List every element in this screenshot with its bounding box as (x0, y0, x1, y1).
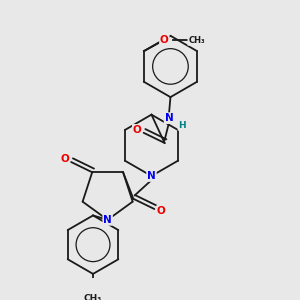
Text: N: N (103, 215, 112, 225)
Text: CH₃: CH₃ (188, 36, 205, 45)
Text: CH₃: CH₃ (84, 294, 102, 300)
Text: H: H (178, 121, 186, 130)
Text: N: N (147, 171, 156, 181)
Text: N: N (165, 113, 173, 123)
Text: O: O (160, 35, 169, 45)
Text: O: O (156, 206, 165, 216)
Text: O: O (60, 154, 69, 164)
Text: O: O (133, 125, 142, 135)
